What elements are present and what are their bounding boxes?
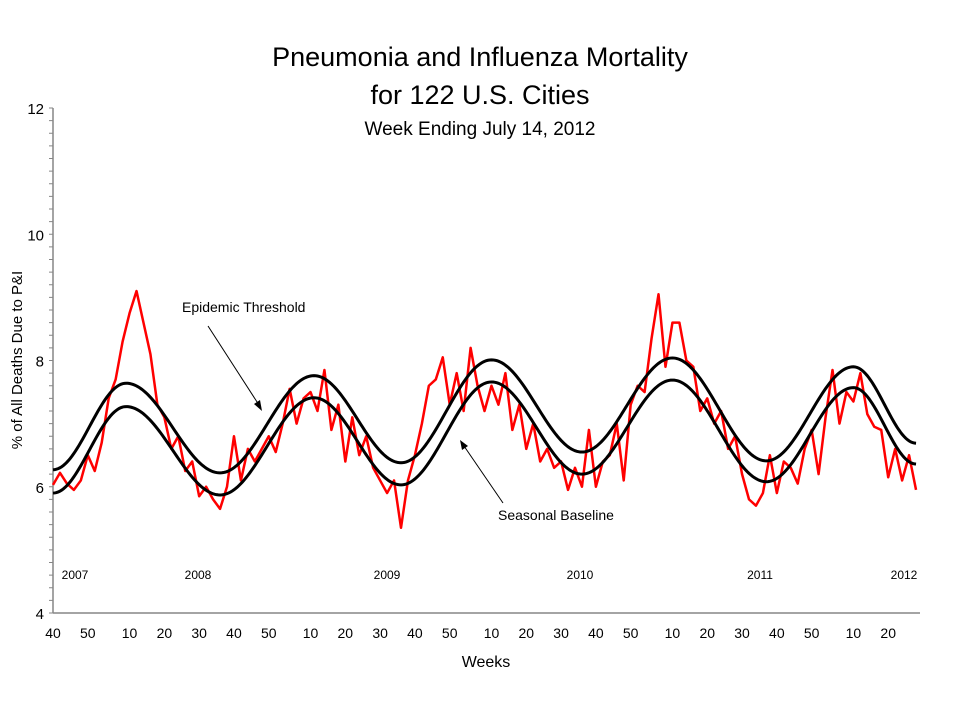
x-tick-label: 20: [338, 625, 354, 641]
y-tick-label: 6: [36, 480, 44, 497]
y-axis-label: % of All Deaths Due to P&I: [9, 271, 26, 449]
seasonal-baseline-line: [52, 378, 917, 497]
y-tick-label: 4: [36, 606, 44, 623]
annotation-seasonal-baseline: Seasonal Baseline: [498, 507, 614, 523]
y-tick-label: 10: [27, 227, 44, 244]
chart-title-line2: for 122 U.S. Cities: [370, 80, 589, 110]
x-tick-label: 40: [407, 625, 423, 641]
year-labels: 2007 2008 2009 2010 2011 2012: [62, 568, 918, 582]
year-label: 2007: [62, 568, 89, 582]
annotation-epidemic-threshold: Epidemic Threshold: [182, 299, 305, 315]
x-tick-label: 40: [769, 625, 785, 641]
threshold-arrow-line: [207, 325, 260, 406]
x-tick-label: 50: [623, 625, 639, 641]
year-label: 2010: [567, 568, 594, 582]
series-lines: [51, 289, 918, 530]
x-tick-label: 30: [553, 625, 569, 641]
x-tick-label: 50: [804, 625, 820, 641]
x-axis-label: Weeks: [462, 654, 511, 671]
x-tick-labels: 40 50 10 20 30 40 50 10 20 30 40 50 10 20 30 40 50 10 20 30…: [45, 625, 896, 641]
x-tick-label: 30: [191, 625, 207, 641]
x-tick-label: 20: [157, 625, 173, 641]
threshold-arrow-head: [254, 400, 262, 411]
x-tick-label: 40: [226, 625, 242, 641]
x-tick-label: 10: [303, 625, 319, 641]
observed-pi-line: [51, 289, 918, 530]
year-label: 2009: [374, 568, 401, 582]
x-tick-label: 10: [484, 625, 500, 641]
x-tick-label: 50: [261, 625, 277, 641]
y-tick-label: 8: [36, 354, 44, 371]
year-label: 2012: [891, 568, 918, 582]
x-tick-label: 50: [442, 625, 458, 641]
x-tick-label: 20: [880, 625, 896, 641]
x-tick-label: 30: [734, 625, 750, 641]
x-tick-label: 20: [699, 625, 715, 641]
axes: [49, 107, 920, 614]
x-tick-label: 40: [45, 625, 61, 641]
x-tick-label: 10: [846, 625, 862, 641]
baseline-arrow-line: [463, 445, 504, 504]
y-tick-labels: 4 6 8 10 12: [27, 101, 44, 623]
year-label: 2008: [185, 568, 212, 582]
epidemic-threshold-line: [52, 356, 917, 475]
x-tick-label: 20: [518, 625, 534, 641]
y-tick-label: 12: [27, 101, 44, 118]
x-tick-label: 40: [588, 625, 604, 641]
chart-subtitle: Week Ending July 14, 2012: [365, 119, 596, 140]
baseline-arrow-head: [460, 440, 468, 450]
x-tick-label: 30: [372, 625, 388, 641]
x-tick-label: 10: [665, 625, 681, 641]
x-tick-label: 50: [80, 625, 96, 641]
year-label: 2011: [747, 568, 773, 582]
chart-title: Pneumonia and Influenza Mortality: [272, 42, 688, 72]
x-tick-label: 10: [122, 625, 138, 641]
